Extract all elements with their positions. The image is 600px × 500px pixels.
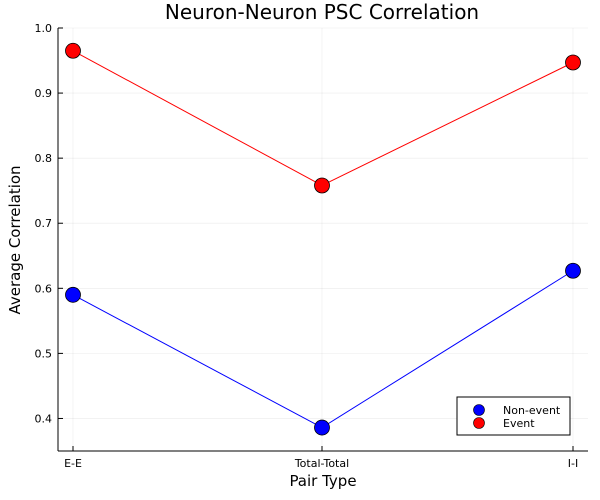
point-event [565,54,581,71]
point-non-event [565,262,581,279]
y-tick-label: 0.5 [35,347,53,360]
series-line-event [72,50,574,187]
x-tick-label: I-I [568,457,578,470]
point-event [314,177,330,194]
point-non-event [65,286,81,303]
plot-frame [57,28,588,452]
y-axis-label: Average Correlation [6,165,24,314]
point-non-event [314,419,330,436]
x-ticks: E-E Total-Total I-I [64,446,578,470]
y-tick-label: 0.8 [35,152,53,165]
x-tick-label: Total-Total [294,457,349,470]
series-group [65,42,581,436]
chart-title: Neuron-Neuron PSC Correlation [165,0,479,24]
y-tick-label: 0.9 [35,87,53,100]
gridlines [58,27,588,451]
legend-marker-non-event [473,404,485,416]
x-axis-label: Pair Type [289,472,356,490]
legend-box [456,396,571,436]
legend-marker-event [473,417,485,429]
y-tick-label: 0.7 [35,217,53,230]
x-tick-label: E-E [64,457,82,470]
y-tick-label: 0.4 [35,412,53,425]
y-tick-label: 1.0 [35,22,53,35]
point-event [65,42,81,59]
legend-label-event: Event [503,417,535,430]
legend-label-non-event: Non-event [503,404,561,417]
y-tick-label: 0.6 [35,282,53,295]
y-ticks: 0.4 0.5 0.6 0.7 0.8 0.9 1.0 [35,22,63,425]
